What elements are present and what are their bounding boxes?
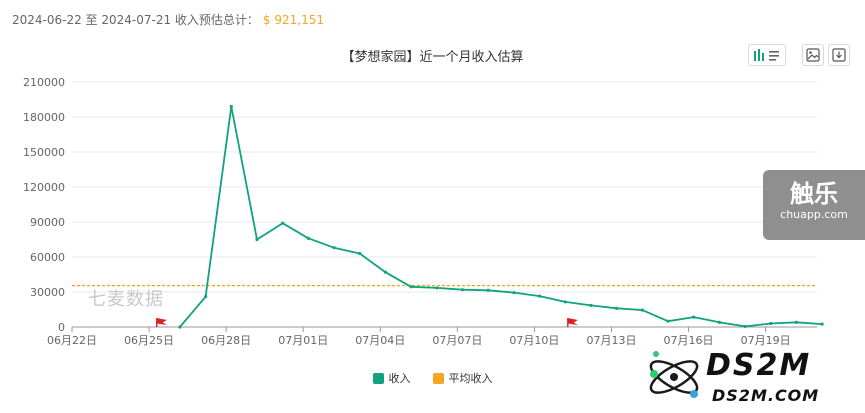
income-data-point <box>178 325 182 329</box>
flag-marker-icon <box>156 318 167 325</box>
chuapp-watermark-title: 触乐 <box>790 180 838 208</box>
chart-title: 【梦想家园】近一个月收入估算 <box>341 50 524 65</box>
income-data-point <box>229 104 233 109</box>
legend-swatch-income <box>372 372 384 384</box>
income-data-point <box>435 286 439 290</box>
chart-type-toggle-button[interactable] <box>748 44 786 66</box>
y-tick-label: 150000 <box>23 146 65 159</box>
qimai-watermark: 七麦数据 <box>88 289 164 310</box>
x-tick-label: 07月19日 <box>741 334 791 347</box>
income-data-point <box>743 324 747 329</box>
chart-type-icon <box>752 48 782 62</box>
income-data-point <box>332 246 336 250</box>
legend-swatch-average <box>432 372 444 384</box>
image-icon <box>806 48 820 62</box>
income-data-point <box>640 308 644 312</box>
income-data-point <box>692 315 696 319</box>
legend-label-income: 收入 <box>388 372 411 385</box>
x-tick-label: 07月10日 <box>509 334 559 347</box>
income-data-point <box>794 320 799 324</box>
download-button[interactable] <box>828 44 850 66</box>
save-image-button[interactable] <box>802 44 824 66</box>
legend-item-income[interactable]: 收入 <box>372 370 411 386</box>
income-data-point <box>358 251 362 256</box>
income-data-point <box>486 288 490 292</box>
income-data-point <box>666 319 670 323</box>
x-tick-label: 07月16日 <box>664 334 714 347</box>
x-tick-label: 07月01日 <box>278 334 328 347</box>
ds2m-watermark: DS2M DS2M.COM <box>642 344 864 410</box>
chart-legend: 收入 平均收入 <box>0 370 865 386</box>
income-data-point <box>615 306 619 310</box>
flag-marker-icon <box>567 318 578 325</box>
income-data-point <box>769 321 773 326</box>
income-data-point <box>717 320 721 324</box>
y-tick-label: 90000 <box>30 216 65 229</box>
summary-total-amount: $ 921,151 <box>262 13 324 27</box>
chuapp-watermark-url: chuapp.com <box>780 208 848 221</box>
income-data-point <box>460 288 465 292</box>
ds2m-watermark-main: DS2M <box>706 348 812 383</box>
income-data-point <box>306 236 310 240</box>
ds2m-watermark-sub: DS2M.COM <box>712 386 820 405</box>
income-data-point <box>203 295 208 299</box>
income-data-point <box>383 270 388 274</box>
y-tick-label: 60000 <box>30 251 65 264</box>
summary-date-range: 2024-06-22 至 2024-07-21 收入预估总计： <box>12 13 259 27</box>
x-tick-label: 07月07日 <box>432 334 482 347</box>
income-data-point <box>281 221 285 225</box>
x-tick-label: 07月04日 <box>355 334 405 347</box>
income-data-point <box>563 300 567 304</box>
x-tick-label: 07月13日 <box>586 334 636 347</box>
income-series-line <box>179 105 823 328</box>
income-data-point <box>512 290 516 295</box>
legend-item-average[interactable]: 平均收入 <box>432 370 493 386</box>
chuapp-watermark: 触乐 chuapp.com <box>763 170 865 240</box>
income-data-point <box>820 322 824 326</box>
revenue-summary: 2024-06-22 至 2024-07-21 收入预估总计： $ 921,151 <box>12 11 324 28</box>
income-data-point <box>255 237 259 242</box>
y-tick-label: 180000 <box>23 111 65 124</box>
x-tick-label: 06月22日 <box>47 334 97 347</box>
y-tick-label: 210000 <box>23 76 65 89</box>
atom-logo-icon <box>649 351 699 398</box>
download-icon <box>832 48 846 62</box>
income-data-point <box>589 303 593 308</box>
legend-label-average: 平均收入 <box>448 372 493 385</box>
income-data-point <box>537 294 542 298</box>
y-tick-label: 120000 <box>23 181 65 194</box>
y-tick-label: 30000 <box>30 286 65 299</box>
x-tick-label: 06月28日 <box>201 334 251 347</box>
y-tick-label: 0 <box>58 321 65 334</box>
income-data-point <box>409 285 413 289</box>
x-tick-label: 06月25日 <box>124 334 174 347</box>
